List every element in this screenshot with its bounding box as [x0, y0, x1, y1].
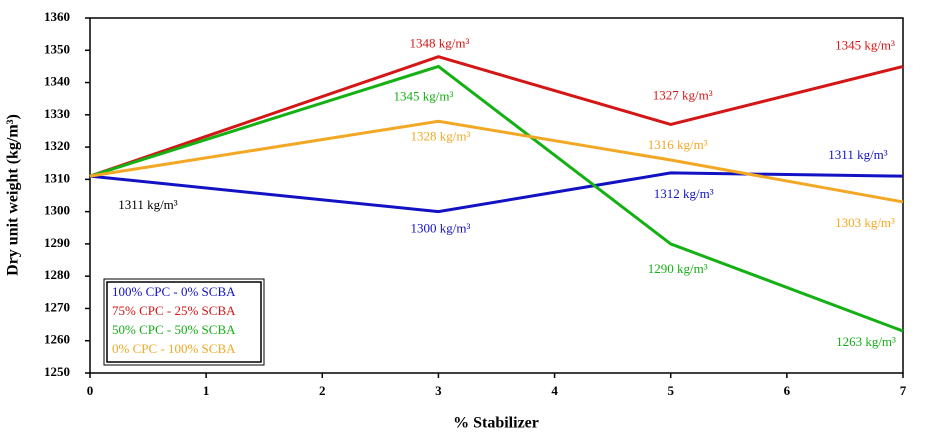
legend-inner-border	[106, 281, 262, 363]
data-label: 1290 kg/m³	[648, 261, 708, 276]
data-label: 1328 kg/m³	[410, 128, 470, 143]
x-tick-label: 5	[667, 383, 674, 398]
y-axis-title: Dry unit weight (kg/m³)	[5, 114, 22, 276]
plot-frame	[89, 17, 904, 374]
y-tick-label: 1320	[44, 138, 70, 153]
y-tick-label: 1340	[44, 74, 70, 89]
x-axis-title: % Stabilizer	[453, 415, 539, 432]
legend-box	[103, 278, 265, 366]
data-label: 1345 kg/m³	[835, 37, 895, 52]
x-tick-label: 1	[203, 383, 210, 398]
data-label: 1303 kg/m³	[835, 215, 895, 230]
y-tick-label: 1270	[44, 299, 70, 314]
series-line	[89, 55, 904, 178]
data-label: 1300 kg/m³	[410, 221, 470, 236]
y-tick-label: 1360	[44, 9, 70, 24]
y-tick-label: 1280	[44, 267, 70, 282]
y-tick-label: 1250	[44, 364, 70, 379]
legend-label: 50% CPC - 50% SCBA	[112, 322, 236, 337]
x-tick-label: 3	[435, 383, 442, 398]
data-label: 1345 kg/m³	[393, 88, 453, 103]
series-line	[89, 171, 904, 214]
x-tick-label: 0	[87, 383, 94, 398]
data-label: 1311 kg/m³	[828, 147, 887, 162]
x-tick-label: 2	[319, 383, 326, 398]
data-label: 1348 kg/m³	[409, 36, 469, 51]
data-label: 1327 kg/m³	[653, 87, 713, 102]
y-tick-label: 1330	[44, 106, 70, 121]
y-tick-label: 1310	[44, 170, 70, 185]
x-tick-label: 6	[784, 383, 791, 398]
series-line	[89, 119, 904, 204]
legend-label: 100% CPC - 0% SCBA	[112, 284, 236, 299]
y-tick-label: 1260	[44, 332, 70, 347]
y-tick-label: 1350	[44, 41, 70, 56]
data-label: 1263 kg/m³	[836, 334, 896, 349]
data-label: 1312 kg/m³	[654, 186, 714, 201]
legend-label: 0% CPC - 100% SCBA	[112, 341, 236, 356]
data-label: 1316 kg/m³	[648, 137, 708, 152]
x-tick-label: 7	[900, 383, 907, 398]
y-tick-label: 1290	[44, 235, 70, 250]
y-tick-label: 1300	[44, 203, 70, 218]
legend-label: 75% CPC - 25% SCBA	[112, 303, 236, 318]
data-label: 1311 kg/m³	[118, 197, 177, 212]
x-tick-label: 4	[551, 383, 558, 398]
series-line	[89, 64, 904, 333]
